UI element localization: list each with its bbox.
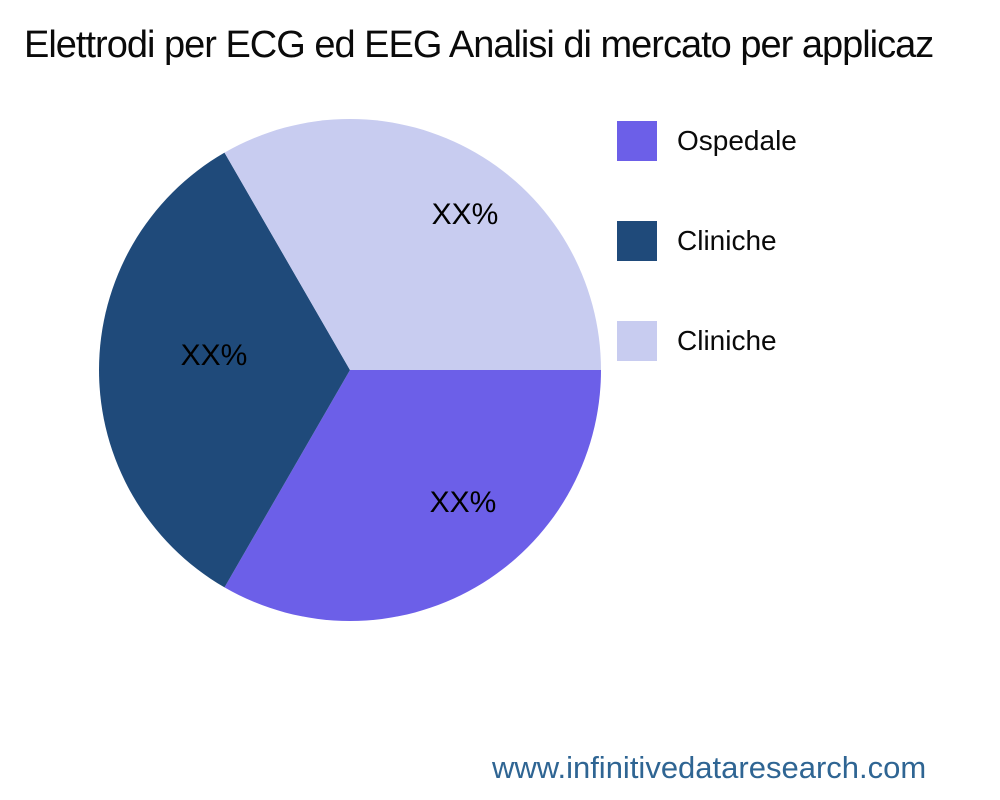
pie-slice-1 (99, 152, 351, 588)
slice-label-cliniche-light: XX% (431, 198, 499, 231)
chart-title: Elettrodi per ECG ed EEG Analisi di merc… (24, 24, 934, 66)
legend-item-cliniche-dark: Cliniche (617, 221, 797, 261)
website-link[interactable]: www.infinitivedataresearch.com (492, 750, 927, 785)
legend-item-cliniche-light: Cliniche (617, 321, 797, 361)
legend-swatch-ospedale (617, 121, 657, 161)
slice-label-ospedale: XX% (429, 486, 497, 519)
pie-slice-0 (224, 370, 601, 621)
pie-chart (99, 119, 601, 621)
legend-item-ospedale: Ospedale (617, 121, 797, 161)
legend-label-ospedale: Ospedale (677, 125, 797, 156)
chart-legend: Ospedale Cliniche Cliniche (617, 121, 797, 421)
legend-label-cliniche-light: Cliniche (677, 325, 777, 356)
legend-label-cliniche-dark: Cliniche (677, 225, 777, 256)
legend-swatch-cliniche-dark (617, 221, 657, 261)
pie-slice-2 (224, 119, 601, 370)
slice-label-cliniche-dark: XX% (180, 339, 248, 372)
legend-swatch-cliniche-light (617, 321, 657, 361)
